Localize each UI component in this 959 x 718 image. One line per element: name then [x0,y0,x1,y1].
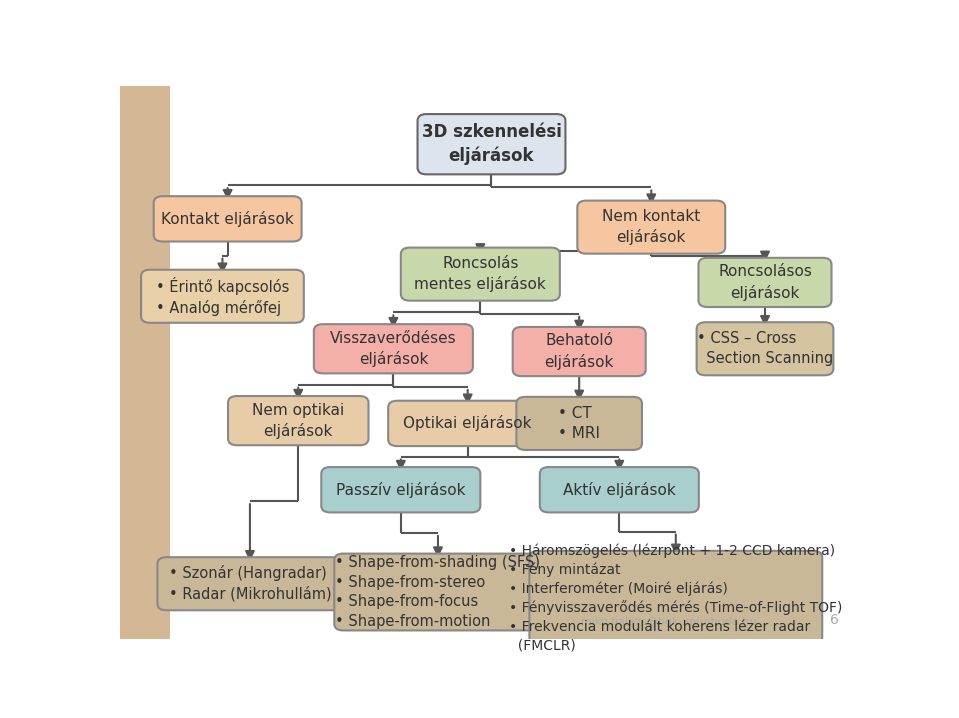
FancyBboxPatch shape [529,551,822,644]
FancyBboxPatch shape [698,258,831,307]
FancyBboxPatch shape [516,397,642,450]
Text: Kontakt eljárások: Kontakt eljárások [161,211,294,227]
FancyBboxPatch shape [696,322,833,376]
Text: • CSS – Cross
  Section Scanning: • CSS – Cross Section Scanning [697,332,833,366]
FancyBboxPatch shape [157,557,342,610]
Text: Aktív eljárások: Aktív eljárások [563,482,676,498]
Text: • Shape-from-shading (SFS)
• Shape-from-stereo
• Shape-from-focus
• Shape-from-m: • Shape-from-shading (SFS) • Shape-from-… [336,555,541,629]
Text: Roncsolás
mentes eljárások: Roncsolás mentes eljárások [414,256,547,292]
FancyBboxPatch shape [540,467,699,513]
Text: miko.balazs@bgk.uni-obuda.hu: miko.balazs@bgk.uni-obuda.hu [581,617,757,627]
Text: • CT
• MRI: • CT • MRI [558,406,600,441]
FancyBboxPatch shape [577,200,725,253]
FancyBboxPatch shape [141,270,304,323]
FancyBboxPatch shape [401,248,560,301]
FancyBboxPatch shape [335,554,542,630]
Text: Roncsolásos
eljárások: Roncsolásos eljárások [718,264,812,301]
FancyBboxPatch shape [228,396,368,445]
FancyBboxPatch shape [120,86,171,639]
Text: Behatoló
eljárások: Behatoló eljárások [545,333,614,370]
FancyBboxPatch shape [513,327,645,376]
Text: • Háromszögelés (lézrpont + 1-2 CCD kamera)
• Fény mintázat
• Interferométer (Mo: • Háromszögelés (lézrpont + 1-2 CCD kame… [509,543,843,652]
FancyBboxPatch shape [321,467,480,513]
Text: Passzív eljárások: Passzív eljárások [336,482,465,498]
Text: Visszaverődéses
eljárások: Visszaverődéses eljárások [330,331,456,367]
Text: • Érintő kapcsolós
• Analóg mérőfej: • Érintő kapcsolós • Analóg mérőfej [155,276,289,316]
FancyBboxPatch shape [417,114,566,174]
Text: • Szonár (Hangradar)
• Radar (Mikrohullám): • Szonár (Hangradar) • Radar (Mikrohullá… [169,566,331,602]
Text: 6: 6 [830,613,838,627]
Text: Nem kontakt
eljárások: Nem kontakt eljárások [602,209,700,246]
Text: Nem optikai
eljárások: Nem optikai eljárások [252,403,344,439]
Text: 3D szkennelési
eljárások: 3D szkennelési eljárások [422,123,561,165]
Text: Optikai eljárások: Optikai eljárások [404,416,532,432]
FancyBboxPatch shape [153,196,301,241]
FancyBboxPatch shape [388,401,548,446]
FancyBboxPatch shape [314,324,473,373]
